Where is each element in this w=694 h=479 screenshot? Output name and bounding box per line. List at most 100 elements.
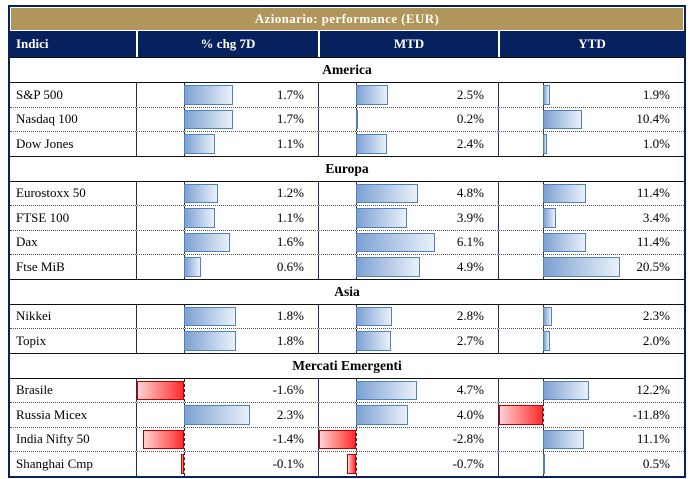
value-cell: 1.6%: [136, 230, 318, 254]
value-label: 1.1%: [276, 135, 304, 151]
value-cell: 6.1%: [318, 230, 498, 254]
index-name: Eurostoxx 50: [16, 185, 86, 201]
positive-data-bar: [355, 331, 391, 351]
value-cell: 1.7%: [136, 83, 318, 107]
value-label: -1.6%: [272, 382, 304, 398]
value-cell: 1.9%: [498, 83, 684, 107]
value-label: 1.6%: [276, 234, 304, 250]
positive-data-bar: [183, 134, 216, 154]
zero-axis-line: [355, 452, 357, 476]
positive-data-bar: [355, 257, 420, 277]
value-cell: 12.2%: [498, 378, 684, 402]
index-name: Topix: [16, 332, 47, 348]
value-label: 4.8%: [456, 185, 484, 201]
value-cell: 11.4%: [498, 230, 684, 254]
index-name: Dax: [16, 234, 38, 250]
value-cell: -0.7%: [318, 452, 498, 476]
column-header-row: Indici % chg 7D MTD YTD: [10, 31, 684, 57]
negative-data-bar: [142, 429, 184, 449]
value-label: 2.3%: [276, 406, 304, 422]
value-cell: 1.8%: [136, 304, 318, 328]
zero-axis-line: [543, 403, 545, 427]
zero-axis-line: [183, 427, 185, 451]
table-row: Ftse MiB 0.6% 4.9% 20.5%: [10, 254, 684, 279]
positive-data-bar: [543, 85, 551, 105]
value-cell: 2.3%: [498, 304, 684, 328]
value-cell: -1.4%: [136, 427, 318, 451]
performance-table: Azionario: performance (EUR) Indici % ch…: [8, 5, 686, 478]
value-cell: 2.4%: [318, 132, 498, 156]
value-cell: 2.3%: [136, 403, 318, 427]
value-cell: -2.8%: [318, 427, 498, 451]
index-name: Ftse MiB: [16, 258, 65, 274]
index-name: Shanghai Cmp: [16, 455, 93, 471]
value-label: 6.1%: [456, 234, 484, 250]
value-cell: 0.6%: [136, 255, 318, 279]
value-label: 2.0%: [642, 332, 670, 348]
value-label: -0.7%: [452, 455, 484, 471]
section-header-mercati-emergenti: Mercati Emergenti: [10, 352, 684, 379]
value-cell: 3.9%: [318, 206, 498, 230]
index-name: India Nifty 50: [16, 431, 90, 447]
value-label: 0.6%: [276, 258, 304, 274]
negative-data-bar: [499, 405, 544, 425]
value-cell: -0.1%: [136, 452, 318, 476]
table-row: Brasile -1.6% 4.7% 12.2%: [10, 378, 684, 402]
value-cell: 2.8%: [318, 304, 498, 328]
positive-data-bar: [355, 380, 418, 400]
positive-data-bar: [355, 134, 388, 154]
zero-axis-line: [183, 378, 185, 402]
positive-data-bar: [183, 109, 233, 129]
index-name: Nasdaq 100: [16, 111, 78, 127]
positive-data-bar: [183, 232, 231, 252]
positive-data-bar: [543, 232, 586, 252]
value-cell: 4.8%: [318, 181, 498, 205]
value-label: 1.0%: [642, 135, 670, 151]
positive-data-bar: [355, 306, 393, 326]
value-cell: 10.4%: [498, 107, 684, 131]
value-cell: 4.9%: [318, 255, 498, 279]
index-name: Russia Micex: [16, 406, 88, 422]
positive-data-bar: [543, 429, 585, 449]
positive-data-bar: [543, 380, 589, 400]
value-cell: -11.8%: [498, 403, 684, 427]
positive-data-bar: [355, 85, 389, 105]
value-label: 2.8%: [456, 308, 484, 324]
table-row: Nasdaq 100 1.7% 0.2% 10.4%: [10, 106, 684, 131]
index-name: Brasile: [16, 382, 53, 398]
positive-data-bar: [543, 454, 546, 474]
value-label: 1.1%: [276, 209, 304, 225]
table-row: S&P 500 1.7% 2.5% 1.9%: [10, 83, 684, 107]
value-cell: 4.0%: [318, 403, 498, 427]
value-label: 0.2%: [456, 111, 484, 127]
negative-data-bar: [346, 454, 356, 474]
value-cell: 0.5%: [498, 452, 684, 476]
index-name: FTSE 100: [16, 209, 70, 225]
value-label: 0.5%: [642, 455, 670, 471]
column-header-chg7d: % chg 7D: [136, 31, 318, 57]
positive-data-bar: [183, 257, 201, 277]
section-header-america: America: [10, 57, 684, 83]
positive-data-bar: [543, 257, 620, 277]
table-row: Eurostoxx 50 1.2% 4.8% 11.4%: [10, 181, 684, 205]
table-row: India Nifty 50 -1.4% -2.8% 11.1%: [10, 426, 684, 451]
value-label: 3.4%: [642, 209, 670, 225]
positive-data-bar: [543, 331, 551, 351]
value-cell: 1.2%: [136, 181, 318, 205]
table-title: Azionario: performance (EUR): [11, 8, 683, 30]
value-label: 1.7%: [276, 111, 304, 127]
positive-data-bar: [355, 405, 408, 425]
value-cell: 0.2%: [318, 107, 498, 131]
section-header-europa: Europa: [10, 155, 684, 182]
value-label: 1.8%: [276, 332, 304, 348]
zero-axis-line: [183, 452, 185, 476]
value-label: 2.4%: [456, 135, 484, 151]
value-cell: 11.1%: [498, 427, 684, 451]
positive-data-bar: [543, 183, 586, 203]
zero-axis-line: [355, 427, 357, 451]
value-label: 4.9%: [456, 258, 484, 274]
value-label: -2.8%: [452, 431, 484, 447]
table-row: Dow Jones 1.1% 2.4% 1.0%: [10, 131, 684, 156]
value-label: 1.9%: [642, 86, 670, 102]
value-label: 4.7%: [456, 382, 484, 398]
